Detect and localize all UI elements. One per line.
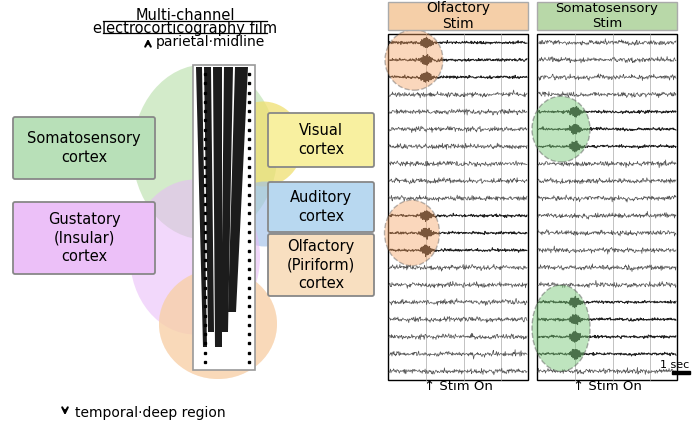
Ellipse shape (532, 285, 590, 371)
Ellipse shape (385, 30, 443, 90)
Ellipse shape (532, 96, 590, 162)
Polygon shape (672, 371, 690, 374)
Text: Olfactory
(Piriform)
cortex: Olfactory (Piriform) cortex (287, 239, 355, 291)
Text: Somatosensory
Stim: Somatosensory Stim (556, 2, 659, 30)
Ellipse shape (159, 269, 277, 379)
Text: electrocorticography film: electrocorticography film (93, 21, 277, 36)
Text: Visual
cortex: Visual cortex (298, 123, 344, 157)
FancyBboxPatch shape (268, 182, 374, 232)
Text: ↑ Stim On: ↑ Stim On (424, 381, 492, 393)
Polygon shape (213, 67, 222, 347)
FancyBboxPatch shape (13, 117, 155, 179)
Ellipse shape (229, 182, 301, 247)
FancyBboxPatch shape (268, 113, 374, 167)
Polygon shape (221, 67, 233, 332)
Ellipse shape (384, 200, 440, 266)
Polygon shape (196, 67, 207, 347)
Ellipse shape (132, 65, 277, 240)
Polygon shape (228, 67, 248, 312)
Text: Olfactory
Stim: Olfactory Stim (426, 1, 490, 31)
Text: Multi-channel: Multi-channel (135, 8, 234, 23)
Text: 1 sec: 1 sec (659, 360, 689, 370)
Bar (193, 65, 255, 370)
Text: temporal·deep region: temporal·deep region (75, 406, 225, 420)
Bar (388, 34, 528, 380)
Ellipse shape (130, 179, 260, 335)
Text: ↑ Stim On: ↑ Stim On (573, 381, 641, 393)
Bar (388, 2, 528, 30)
Bar (537, 2, 677, 30)
Bar (537, 34, 677, 380)
FancyBboxPatch shape (13, 202, 155, 274)
Text: Somatosensory
cortex: Somatosensory cortex (27, 131, 141, 165)
Text: Auditory
cortex: Auditory cortex (290, 190, 352, 224)
Ellipse shape (223, 102, 303, 187)
Text: parietal·midline: parietal·midline (156, 35, 265, 49)
Polygon shape (204, 67, 214, 332)
FancyBboxPatch shape (268, 234, 374, 296)
Text: Gustatory
(Insular)
cortex: Gustatory (Insular) cortex (48, 212, 120, 264)
